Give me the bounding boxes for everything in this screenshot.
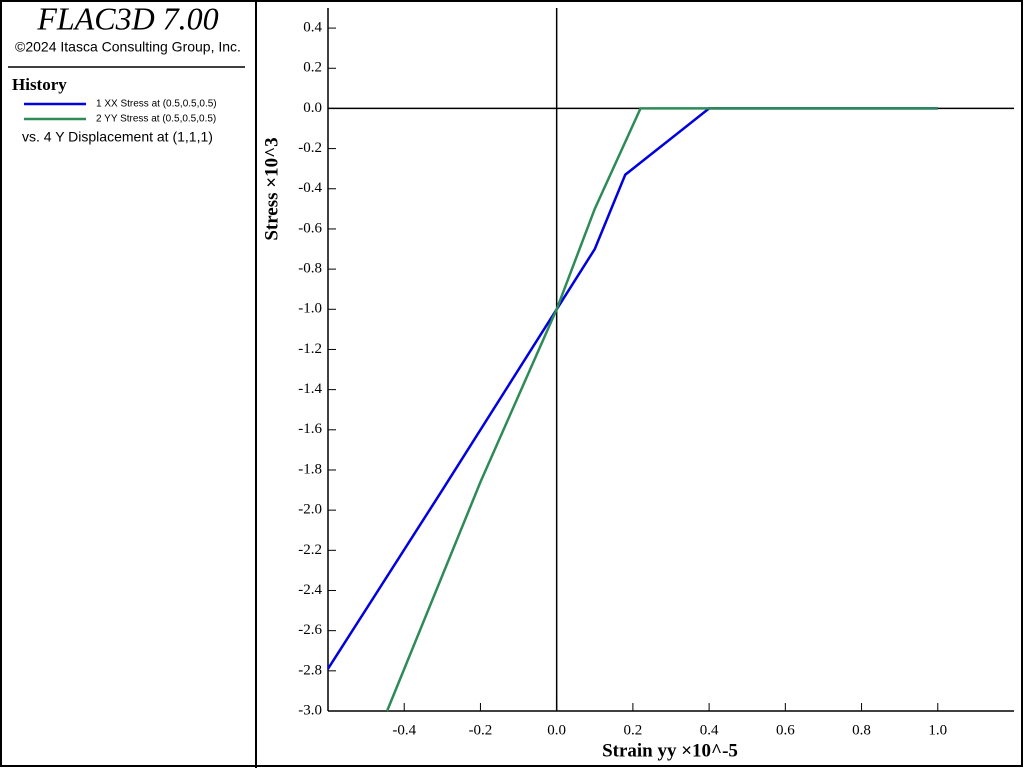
legend-label: 2 YY Stress at (0.5,0.5,0.5) xyxy=(96,114,216,125)
x-tick-label: 0.8 xyxy=(852,722,871,738)
section-title: History xyxy=(12,75,67,94)
y-tick-label: -1.0 xyxy=(298,301,322,317)
y-tick-label: -0.6 xyxy=(298,220,322,236)
y-tick-label: -2.4 xyxy=(298,582,322,598)
x-tick-label: 0.2 xyxy=(624,722,643,738)
y-tick-label: 0.2 xyxy=(303,60,322,76)
y-tick-label: -0.4 xyxy=(298,180,322,196)
x-tick-label: 0.4 xyxy=(700,722,719,738)
y-tick-label: -3.0 xyxy=(298,702,322,718)
x-tick-label: 0.6 xyxy=(776,722,795,738)
app-title: FLAC3D 7.00 xyxy=(36,0,218,36)
y-axis-label: Stress ×10^3 xyxy=(261,137,282,240)
x-axis-label: Strain yy ×10^-5 xyxy=(602,740,738,761)
x-tick-label: 1.0 xyxy=(928,722,947,738)
y-tick-label: 0.0 xyxy=(303,100,322,116)
y-tick-label: -2.0 xyxy=(298,502,322,518)
y-tick-label: -1.8 xyxy=(298,461,322,477)
y-tick-label: -2.6 xyxy=(298,622,322,638)
y-tick-label: 0.4 xyxy=(303,20,322,36)
y-tick-label: -0.2 xyxy=(298,140,322,156)
x-tick-label: 0.0 xyxy=(547,722,566,738)
y-tick-label: -1.2 xyxy=(298,341,322,357)
y-tick-label: -2.2 xyxy=(298,542,322,558)
y-tick-label: -2.8 xyxy=(298,662,322,678)
series-line xyxy=(385,107,938,712)
y-tick-label: -0.8 xyxy=(298,261,322,277)
y-tick-label: -1.6 xyxy=(298,421,322,437)
x-tick-label: -0.4 xyxy=(392,722,416,738)
copyright: ©2024 Itasca Consulting Group, Inc. xyxy=(15,39,241,55)
x-tick-label: -0.2 xyxy=(469,722,493,738)
legend-label: 1 XX Stress at (0.5,0.5,0.5) xyxy=(96,99,217,110)
vs-label: vs. 4 Y Displacement at (1,1,1) xyxy=(22,129,213,145)
y-tick-label: -1.4 xyxy=(298,381,322,397)
series-line xyxy=(326,107,938,670)
